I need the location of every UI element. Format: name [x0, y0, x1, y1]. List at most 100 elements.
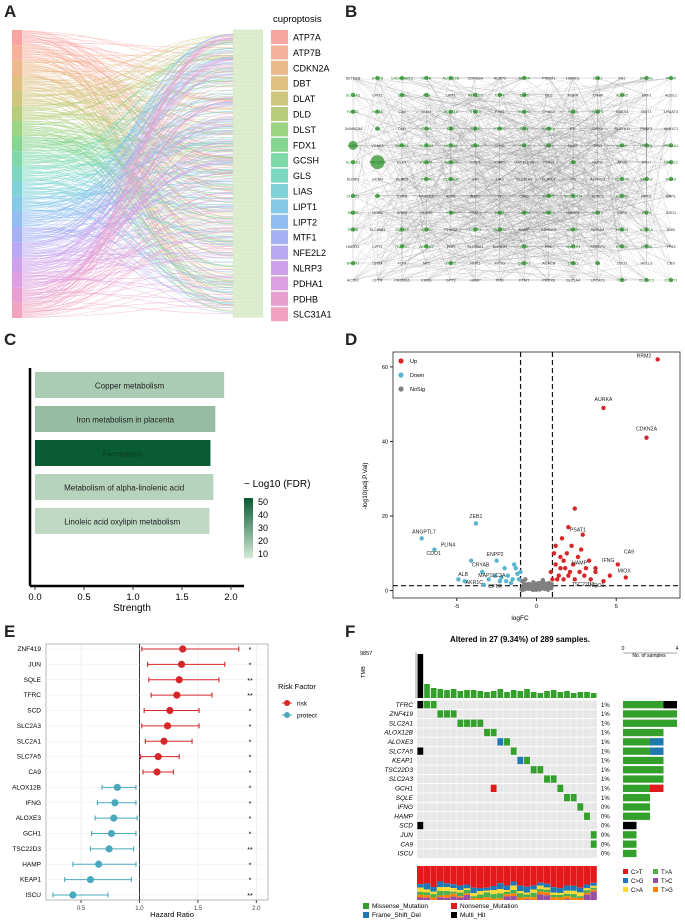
network-node-label: TFRC [519, 93, 529, 97]
forest-hr-point [86, 876, 94, 884]
titv-segment [477, 891, 484, 895]
network-node-label: PDHB [348, 228, 359, 232]
volcano-point-nosig [534, 588, 538, 593]
volcano-point-up [569, 543, 574, 549]
sankey-flow [21, 205, 234, 257]
titv-segment [470, 866, 477, 888]
titv-segment [470, 896, 477, 899]
network-node-label: ATP7B [372, 77, 384, 81]
network-node-label: DHODH [493, 245, 507, 249]
network-node-label: CBS [447, 127, 455, 131]
forest-significance: ** [247, 893, 253, 900]
variant-legend-swatch [363, 912, 369, 918]
volcano-point-up [566, 524, 571, 530]
forest-gene-label: ZNF419 [18, 646, 42, 653]
oncoplot-percent: 1% [601, 759, 610, 765]
network-node [350, 159, 356, 165]
volcano-point-nosig [543, 584, 547, 589]
network-node [348, 140, 358, 150]
colorbar-segment [244, 500, 253, 503]
volcano-gene-label: CRYAB [472, 563, 490, 569]
network-node-label: PML [545, 245, 553, 249]
network-node-label: BACH1 [347, 262, 360, 266]
network-node [424, 143, 429, 148]
network-node-label: G6PD [617, 211, 628, 215]
volcano-point-down [481, 582, 487, 588]
oncoplot-mutation-cell [590, 840, 597, 848]
sankey-right-node [232, 197, 264, 203]
tmb-bar [417, 654, 424, 698]
network-node-label: GPX4 [593, 127, 603, 131]
network-node-label: HMOX1 [517, 110, 531, 114]
network-node [497, 210, 502, 215]
sankey-flow [21, 35, 234, 84]
network-node [448, 176, 454, 182]
network-node-label: IDH1 [471, 144, 480, 148]
network-node [619, 277, 625, 283]
enrichment-frame [28, 368, 244, 588]
volcano-point-nosig [525, 586, 530, 591]
network-node [448, 143, 454, 148]
forest-significance: * [249, 862, 252, 869]
volcano-legend: Up Down NoSig [398, 358, 425, 393]
volcano-point-down [432, 547, 437, 552]
sankey-flow [21, 113, 234, 267]
panel-e-forest-plot: 0.5 1.0 1.5 2.0 ZNF419 *JUN *SQLE **TFRC **SCD *… [12, 643, 317, 919]
sankey-right-node [232, 303, 264, 308]
network-node [570, 244, 576, 249]
forest-hr-point [111, 799, 119, 807]
titv-segment [510, 896, 517, 900]
volcano-point-up [615, 562, 621, 567]
titv-segment [590, 889, 597, 892]
network-edge [352, 111, 427, 247]
variant-legend-swatch [451, 912, 457, 918]
network-edge [524, 128, 647, 213]
network-node [644, 244, 649, 249]
titv-segment [570, 885, 577, 891]
sankey-flow [21, 87, 234, 199]
volcano-legend-dot [398, 386, 404, 392]
volcano-point-up [567, 569, 573, 575]
network-edge [352, 212, 378, 247]
sankey-right-node [232, 125, 264, 131]
tmb-bar [510, 690, 517, 698]
network-edge [450, 195, 647, 213]
network-node [350, 92, 356, 98]
sankey-left-node [12, 287, 22, 303]
network-node-label: TF [497, 194, 502, 198]
sankey-right-nodes [232, 29, 264, 318]
network-node [448, 75, 454, 81]
variant-legend-label: Nonsense_Mutation [460, 903, 518, 910]
volcano-x-label: logFC [511, 615, 529, 622]
legend-swatch [271, 230, 288, 245]
network-edge [426, 94, 525, 247]
network-node-label: KEAP1 [591, 110, 603, 114]
forest-gene-label: GCH1 [23, 831, 41, 838]
network-edge [475, 162, 574, 247]
sankey-flow [21, 42, 234, 170]
oncoplot-gene-label: TFRC [396, 702, 414, 709]
sankey-left-node [12, 45, 22, 61]
network-node [473, 92, 478, 98]
network-edge [621, 229, 647, 264]
titv-segment [437, 887, 444, 891]
network-node-label: SESN2 [640, 178, 652, 182]
sankey-right-node [232, 29, 264, 35]
sankey-flow [21, 191, 234, 309]
titv-legend-label: C>T [631, 870, 643, 876]
volcano-point-down [515, 571, 520, 576]
oncoplot-percent: 1% [601, 796, 610, 802]
legend-swatch [271, 214, 288, 229]
network-edge [450, 195, 500, 247]
oncoplot-gene-label: TSC22D3 [384, 767, 413, 774]
network-node [424, 176, 429, 182]
oncoplot-gene-label: CA9 [400, 841, 413, 848]
network-node-label: PHKG2 [444, 228, 457, 232]
network-node-label: ACSL4 [445, 161, 457, 165]
network-node-label: MDM2 [616, 144, 627, 148]
network-node-label: FH [595, 262, 600, 266]
network-node [448, 260, 454, 266]
titv-segment [523, 892, 531, 895]
sankey-left-node [12, 166, 22, 182]
network-edge [597, 246, 623, 281]
